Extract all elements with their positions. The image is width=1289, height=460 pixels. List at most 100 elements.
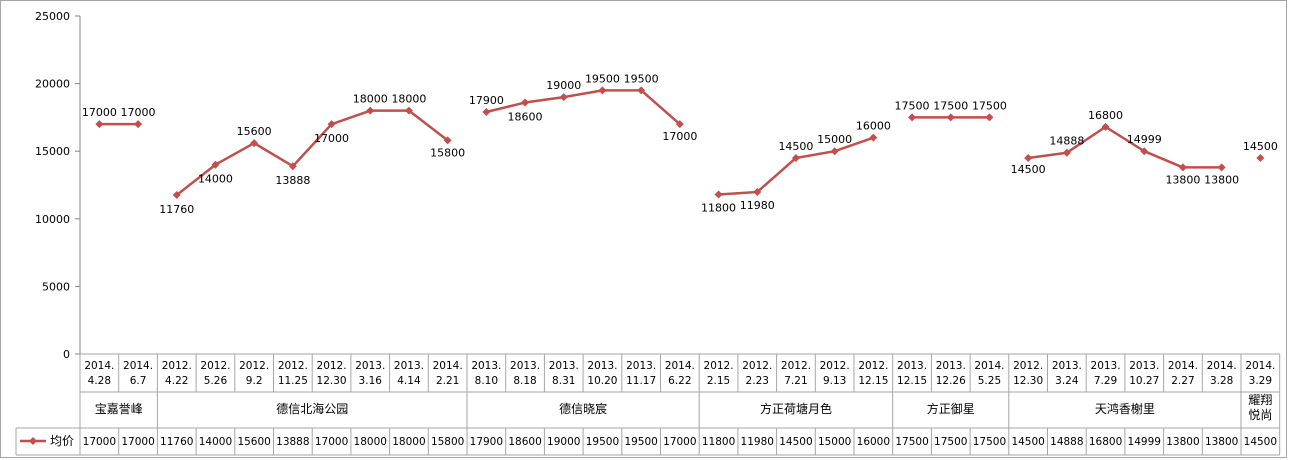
table-value-cell: 15800 xyxy=(431,436,464,448)
data-point xyxy=(482,107,491,116)
date-day-label: 6.7 xyxy=(130,375,147,387)
table-value-cell: 15600 xyxy=(237,436,270,448)
data-point xyxy=(753,188,762,197)
table-value-cell: 17000 xyxy=(121,436,154,448)
table-value-cell: 19000 xyxy=(547,436,580,448)
data-point xyxy=(211,160,220,169)
data-label: 14500 xyxy=(1243,140,1278,153)
table-value-cell: 17000 xyxy=(83,436,116,448)
date-day-label: 8.18 xyxy=(513,375,536,387)
data-point xyxy=(288,162,297,171)
data-point xyxy=(675,120,684,129)
date-day-label: 3.24 xyxy=(1055,375,1079,387)
date-day-label: 3.29 xyxy=(1249,375,1272,387)
date-day-label: 12.26 xyxy=(936,375,966,387)
data-point xyxy=(637,86,646,95)
date-day-label: 4.28 xyxy=(88,375,111,387)
date-day-label: 3.16 xyxy=(359,375,383,387)
date-year-label: 2014. xyxy=(665,360,695,372)
data-label: 13800 xyxy=(1204,173,1239,186)
date-year-label: 2013. xyxy=(1052,360,1082,372)
table-value-cell: 14500 xyxy=(1244,436,1277,448)
data-point xyxy=(1217,163,1226,172)
data-label: 11980 xyxy=(740,199,775,212)
table-value-cell: 14500 xyxy=(779,436,812,448)
table-value-cell: 19500 xyxy=(624,436,657,448)
date-year-label: 2013. xyxy=(897,360,927,372)
table-value-cell: 15000 xyxy=(818,436,851,448)
data-label: 18000 xyxy=(353,93,388,106)
data-point xyxy=(95,120,104,129)
series-line xyxy=(486,89,681,126)
data-label: 17900 xyxy=(469,94,504,107)
date-day-label: 2.15 xyxy=(707,375,730,387)
data-label: 17000 xyxy=(314,132,349,145)
table-value-cell: 13800 xyxy=(1205,436,1238,448)
data-label: 17000 xyxy=(662,130,697,143)
data-label: 18600 xyxy=(508,111,543,124)
data-point xyxy=(908,113,917,122)
date-year-label: 2013. xyxy=(626,360,656,372)
table-value-cell: 18000 xyxy=(354,436,387,448)
table-value-cell: 17000 xyxy=(663,436,696,448)
date-year-label: 2012. xyxy=(278,360,308,372)
table-value-cell: 11800 xyxy=(702,436,735,448)
table-value-cell: 14000 xyxy=(199,436,232,448)
table-value-cell: 18000 xyxy=(392,436,425,448)
date-year-label: 2014. xyxy=(1245,360,1275,372)
data-point xyxy=(714,190,723,199)
data-point xyxy=(250,139,259,148)
data-label: 17500 xyxy=(972,99,1007,112)
series-line xyxy=(175,109,449,196)
data-label: 16800 xyxy=(1088,109,1123,122)
date-year-label: 2012. xyxy=(317,360,347,372)
date-day-label: 11.17 xyxy=(626,375,656,387)
data-label: 15800 xyxy=(430,146,465,159)
table-value-cell: 17500 xyxy=(934,436,967,448)
date-year-label: 2013. xyxy=(587,360,617,372)
date-day-label: 12.15 xyxy=(897,375,927,387)
data-point xyxy=(134,120,143,129)
y-tick-label: 10000 xyxy=(35,213,70,226)
data-label: 15600 xyxy=(237,125,272,138)
date-day-label: 6.22 xyxy=(668,375,691,387)
data-point xyxy=(1062,148,1071,157)
date-day-label: 4.14 xyxy=(397,375,421,387)
data-point xyxy=(327,120,336,129)
date-year-label: 2013. xyxy=(549,360,579,372)
series-line xyxy=(1027,125,1222,169)
data-label: 17500 xyxy=(933,99,968,112)
date-year-label: 2012. xyxy=(858,360,888,372)
date-year-label: 2012. xyxy=(820,360,850,372)
date-day-label: 2.23 xyxy=(746,375,769,387)
group-name-label: 天鸿香榭里 xyxy=(1095,401,1155,416)
date-day-label: 9.2 xyxy=(246,375,263,387)
data-label: 13800 xyxy=(1165,173,1200,186)
group-name-label: 方正御星 xyxy=(927,401,975,416)
table-value-cell: 19500 xyxy=(586,436,619,448)
date-year-label: 2012. xyxy=(704,360,734,372)
legend-label: 均价 xyxy=(50,434,74,448)
date-day-label: 5.25 xyxy=(978,375,1001,387)
date-year-label: 2013. xyxy=(510,360,540,372)
data-point xyxy=(830,147,839,156)
date-day-label: 8.10 xyxy=(475,375,498,387)
data-point xyxy=(172,191,181,200)
table-value-cell: 13888 xyxy=(276,436,309,448)
date-year-label: 2014. xyxy=(1168,360,1198,372)
group-name-label: 悦尚 xyxy=(1248,408,1272,422)
data-point xyxy=(946,113,955,122)
data-label: 19000 xyxy=(546,79,581,92)
table-value-cell: 17500 xyxy=(895,436,928,448)
date-year-label: 2013. xyxy=(1129,360,1159,372)
data-point xyxy=(1024,153,1033,162)
table-value-cell: 16000 xyxy=(857,436,890,448)
date-year-label: 2012. xyxy=(239,360,269,372)
date-year-label: 2013. xyxy=(355,360,385,372)
data-label: 17500 xyxy=(895,99,930,112)
date-day-label: 2.21 xyxy=(436,375,459,387)
date-year-label: 2012. xyxy=(781,360,811,372)
group-name-label: 德信北海公园 xyxy=(276,401,348,416)
group-name-label: 方正荷塘月色 xyxy=(760,401,832,416)
data-label: 18000 xyxy=(391,93,426,106)
